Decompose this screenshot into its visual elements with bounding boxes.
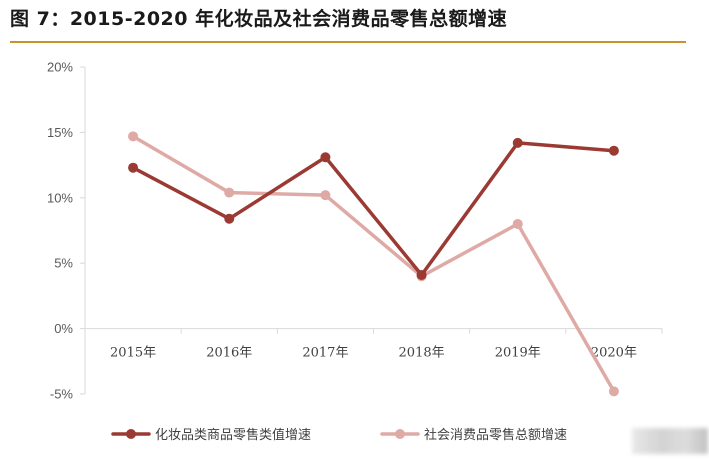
data-point-1 bbox=[128, 131, 139, 142]
title-underline bbox=[10, 41, 686, 43]
data-point-0 bbox=[320, 152, 331, 163]
legend-label: 社会消费品零售总额增速 bbox=[424, 427, 567, 443]
data-point-1 bbox=[224, 187, 235, 198]
y-tick-label: -5% bbox=[50, 387, 74, 402]
data-point-0 bbox=[416, 269, 427, 280]
watermark-blur bbox=[632, 428, 708, 454]
data-point-1 bbox=[512, 218, 523, 229]
figure-title: 图 7：2015-2020 年化妆品及社会消费品零售总额增速 bbox=[10, 8, 508, 30]
y-tick-label: 0% bbox=[54, 321, 73, 336]
x-tick-label: 2020年 bbox=[591, 346, 637, 361]
data-point-1 bbox=[608, 386, 619, 397]
x-tick-label: 2015年 bbox=[110, 346, 156, 361]
y-tick-label: 20% bbox=[47, 60, 73, 75]
y-tick-label: 5% bbox=[54, 256, 73, 271]
y-tick-label: 10% bbox=[47, 190, 73, 205]
legend-label: 化妆品类商品零售类值增速 bbox=[155, 427, 311, 443]
series-line-0 bbox=[131, 141, 616, 277]
y-tick-label: 15% bbox=[47, 125, 73, 140]
x-tick-label: 2019年 bbox=[495, 346, 541, 361]
x-tick-label: 2016年 bbox=[206, 346, 252, 361]
data-point-0 bbox=[128, 162, 139, 173]
legend-swatch-marker bbox=[126, 429, 136, 439]
data-point-0 bbox=[512, 137, 523, 148]
x-tick-label: 2018年 bbox=[399, 346, 445, 361]
x-tick-label: 2017年 bbox=[302, 346, 348, 361]
data-point-0 bbox=[224, 213, 235, 224]
legend-swatch-marker bbox=[395, 429, 405, 439]
data-point-0 bbox=[608, 145, 619, 156]
series-line-1 bbox=[131, 134, 616, 394]
data-point-1 bbox=[320, 190, 331, 201]
